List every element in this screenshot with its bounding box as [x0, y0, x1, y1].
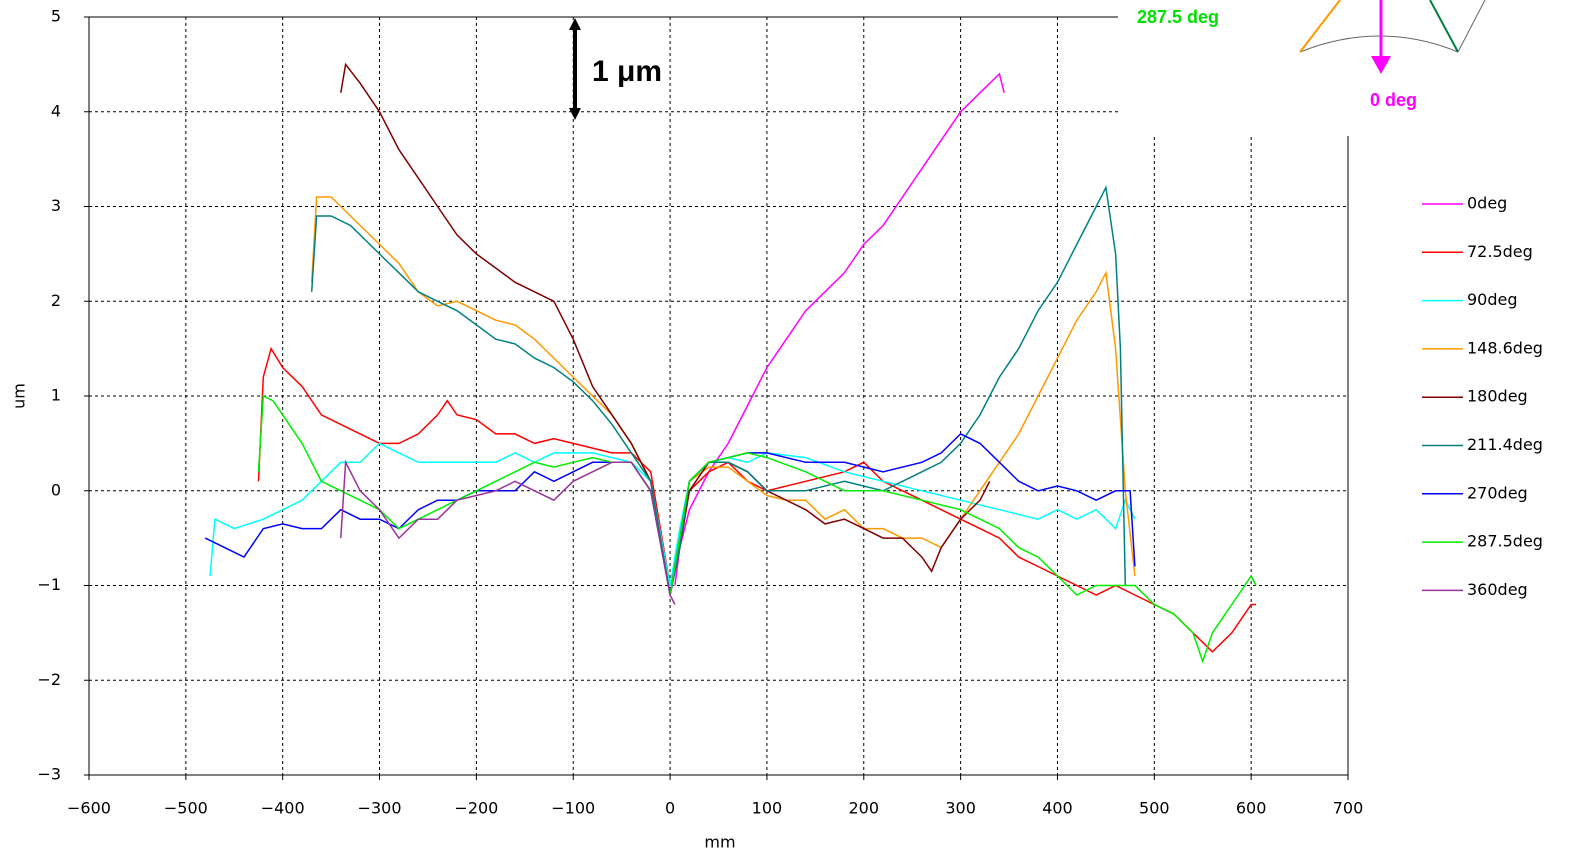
y-tick-label: 2 — [51, 291, 61, 310]
x-tick-label: 400 — [1042, 799, 1073, 818]
x-tick-label: −400 — [261, 799, 305, 818]
legend-label: 270deg — [1467, 483, 1528, 502]
y-tick-label: 5 — [51, 7, 61, 26]
x-tick-label: 300 — [945, 799, 976, 818]
x-axis-label: mm — [704, 833, 735, 852]
legend-label: 211.4deg — [1467, 435, 1543, 454]
legend-label: 90deg — [1467, 290, 1518, 309]
x-tick-label: 0 — [665, 799, 675, 818]
annotation: 1 μm — [592, 55, 662, 88]
x-tick-label: −200 — [454, 799, 498, 818]
x-tick-label: 200 — [848, 799, 879, 818]
series-line — [209, 442, 1136, 586]
plot-layer: −600 −500 −400 −300 −200 −100 0 100 200 300 400 500… — [37, 7, 1363, 818]
annotation: 287.5 deg — [1137, 7, 1219, 27]
legend-label: 360deg — [1467, 580, 1528, 599]
legend-label: 287.5deg — [1467, 532, 1543, 551]
x-tick-label: −500 — [164, 799, 208, 818]
x-tick-label: 600 — [1236, 799, 1267, 818]
y-tick-label: −2 — [37, 670, 61, 689]
inset-line — [1457, 0, 1486, 53]
x-tick-label: 700 — [1333, 799, 1364, 818]
series-line — [310, 185, 1127, 596]
annotation: 0 deg — [1370, 90, 1417, 110]
series-line — [340, 62, 991, 596]
inset-arrowhead — [1371, 56, 1391, 74]
x-tick-label: −100 — [551, 799, 595, 818]
inset-line — [1299, 0, 1341, 53]
y-tick-label: 0 — [51, 480, 61, 499]
inset-line — [1429, 0, 1459, 53]
y-axis-label: um — [10, 383, 29, 409]
x-tick-label: −600 — [67, 799, 111, 818]
series-line — [257, 394, 1257, 664]
plot-frame — [88, 16, 1349, 776]
legend-label: 72.5deg — [1467, 242, 1533, 261]
x-tick-label: −300 — [358, 799, 402, 818]
scale-arrowhead — [569, 18, 581, 30]
y-tick-label: −3 — [37, 765, 61, 784]
series-line — [340, 459, 676, 605]
legend-label: 0deg — [1467, 194, 1507, 213]
legend-label: 148.6deg — [1467, 338, 1543, 357]
inset-box — [1118, 0, 1577, 136]
y-tick-label: 3 — [51, 196, 61, 215]
scale-arrowhead — [569, 108, 581, 120]
series-line — [310, 196, 1136, 596]
x-tick-label: 100 — [752, 799, 783, 818]
y-tick-label: −1 — [37, 575, 61, 594]
legend-label: 180deg — [1467, 387, 1528, 406]
x-tick-label: 500 — [1139, 799, 1170, 818]
y-tick-label: 4 — [51, 101, 61, 120]
inset-arc — [1299, 35, 1459, 53]
series-line — [257, 346, 1256, 653]
y-tick-label: 1 — [51, 386, 61, 405]
